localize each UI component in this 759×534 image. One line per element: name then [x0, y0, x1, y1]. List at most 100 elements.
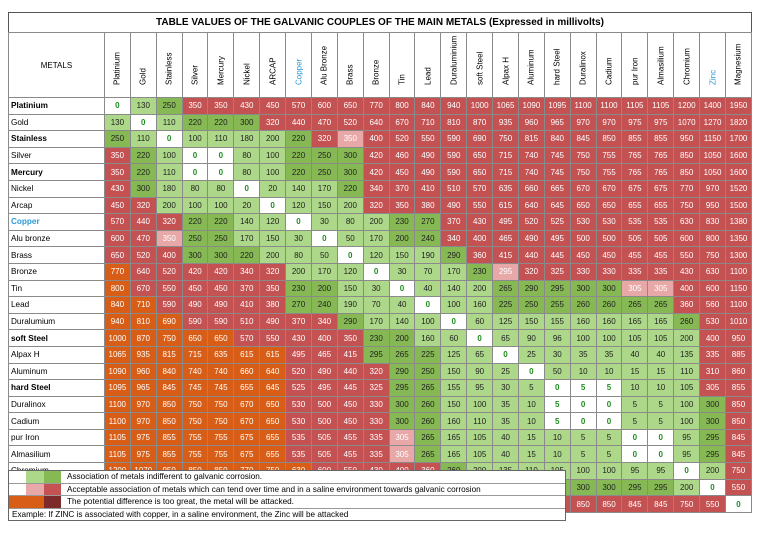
- table-cell: 96: [543, 329, 571, 347]
- table-cell: 1065: [103, 345, 131, 364]
- table-cell: 655: [233, 379, 261, 397]
- table-cell: 300: [129, 179, 157, 198]
- table-cell: 0: [466, 329, 494, 347]
- table-cell: 640: [129, 262, 157, 281]
- table-cell: 140: [285, 179, 312, 198]
- table-cell: 250: [155, 97, 183, 115]
- table-cell: 80: [285, 246, 312, 264]
- table-cell: 450: [569, 246, 597, 264]
- table-cell: 0: [647, 428, 675, 447]
- table-cell: 200: [388, 329, 416, 347]
- table-cell: 180: [233, 130, 261, 148]
- table-row: Silver 350 220 100 0 0 80 100 220 250 300 420 460 490…: [8, 146, 753, 165]
- table-cell: 855: [724, 379, 753, 397]
- table-cell: 430: [466, 213, 494, 231]
- table-cell: 0: [517, 362, 545, 381]
- table-cell: 690: [466, 130, 494, 148]
- table-cell: 590: [440, 163, 468, 181]
- table-cell: 650: [259, 395, 287, 414]
- table-cell: 265: [492, 279, 519, 298]
- table-cell: 495: [310, 379, 338, 397]
- legend-swatch-orange: [9, 496, 61, 508]
- table-cell: 230: [285, 279, 312, 298]
- table-cell: 935: [129, 345, 157, 364]
- table-cell: 15: [621, 362, 649, 381]
- table-cell: 1050: [699, 146, 726, 165]
- table-cell: 970: [569, 113, 597, 132]
- row-header: Tin: [8, 279, 105, 298]
- table-cell: 455: [336, 428, 364, 447]
- table-cell: 445: [336, 379, 364, 397]
- table-cell: 505: [310, 445, 338, 464]
- table-cell: 320: [517, 262, 545, 281]
- table-cell: 1090: [517, 97, 545, 115]
- column-header-label: Duralinox: [578, 51, 588, 85]
- table-cell: 490: [310, 362, 338, 381]
- table-cell: 670: [388, 113, 416, 132]
- table-cell: 305: [388, 428, 416, 447]
- table-cell: 140: [440, 279, 468, 298]
- table-cell: 40: [492, 445, 519, 464]
- table-cell: 0: [336, 246, 364, 264]
- table-cell: 1000: [103, 329, 131, 347]
- table-cell: 150: [388, 246, 416, 264]
- table-cell: 715: [492, 146, 519, 165]
- table-cell: 500: [569, 229, 597, 248]
- table-cell: 340: [440, 229, 468, 248]
- table-cell: 765: [621, 163, 649, 181]
- column-header-label: Aluminum: [526, 49, 536, 85]
- galvanic-table-container: TABLE VALUES OF THE GALVANIC COUPLES OF …: [8, 12, 753, 513]
- table-cell: 80: [207, 179, 235, 198]
- table-cell: 10: [517, 412, 545, 430]
- table-cell: 160: [595, 312, 623, 331]
- table-cell: 65: [466, 345, 494, 364]
- table-cell: 490: [259, 312, 287, 331]
- table-cell: 295: [543, 279, 571, 298]
- table-cell: 490: [207, 296, 235, 314]
- table-title: TABLE VALUES OF THE GALVANIC COUPLES OF …: [8, 12, 752, 32]
- table-cell: 450: [181, 279, 209, 298]
- table-cell: 50: [336, 229, 364, 248]
- table-cell: 160: [569, 312, 597, 331]
- table-cell: 10: [517, 395, 545, 414]
- table-cell: 300: [336, 163, 364, 181]
- table-cell: 320: [155, 213, 183, 231]
- table-cell: 300: [699, 412, 726, 430]
- table-cell: 320: [362, 196, 390, 215]
- table-cell: 90: [517, 329, 545, 347]
- table-cell: 1270: [699, 113, 726, 132]
- table-cell: 105: [466, 445, 494, 464]
- table-cell: 260: [673, 312, 701, 331]
- table-cell: 300: [569, 279, 597, 298]
- table-cell: 550: [414, 130, 442, 148]
- table-cell: 160: [440, 412, 468, 430]
- table-cell: 0: [414, 296, 442, 314]
- table-cell: 100: [440, 296, 468, 314]
- table-cell: 165: [647, 312, 675, 331]
- table-cell: 570: [233, 329, 261, 347]
- table-cell: 420: [207, 262, 235, 281]
- table-cell: 740: [207, 362, 235, 381]
- table-cell: 300: [181, 246, 209, 264]
- table-cell: 750: [724, 462, 753, 480]
- table-cell: 125: [492, 312, 519, 331]
- table-cell: 560: [699, 296, 726, 314]
- table-cell: 750: [181, 412, 209, 430]
- column-header: hard Steel: [543, 32, 571, 98]
- table-cell: 750: [569, 146, 597, 165]
- column-header: soft Steel: [466, 32, 494, 98]
- table-cell: 650: [466, 163, 494, 181]
- table-cell: 260: [414, 412, 442, 430]
- table-cell: 220: [207, 213, 235, 231]
- table-cell: 665: [543, 179, 571, 198]
- row-header: Platinium: [8, 97, 105, 115]
- table-cell: 5: [647, 395, 675, 414]
- table-cell: 455: [336, 445, 364, 464]
- table-row: Lead 840 710 590 490 490 410 380 270 240 190 70 40 0 1…: [8, 296, 753, 314]
- table-cell: 520: [517, 213, 545, 231]
- column-header: Mercury: [207, 32, 235, 98]
- table-cell: 950: [724, 329, 753, 347]
- table-cell: 570: [466, 179, 494, 198]
- table-cell: 1095: [543, 97, 571, 115]
- table-cell: 400: [673, 279, 701, 298]
